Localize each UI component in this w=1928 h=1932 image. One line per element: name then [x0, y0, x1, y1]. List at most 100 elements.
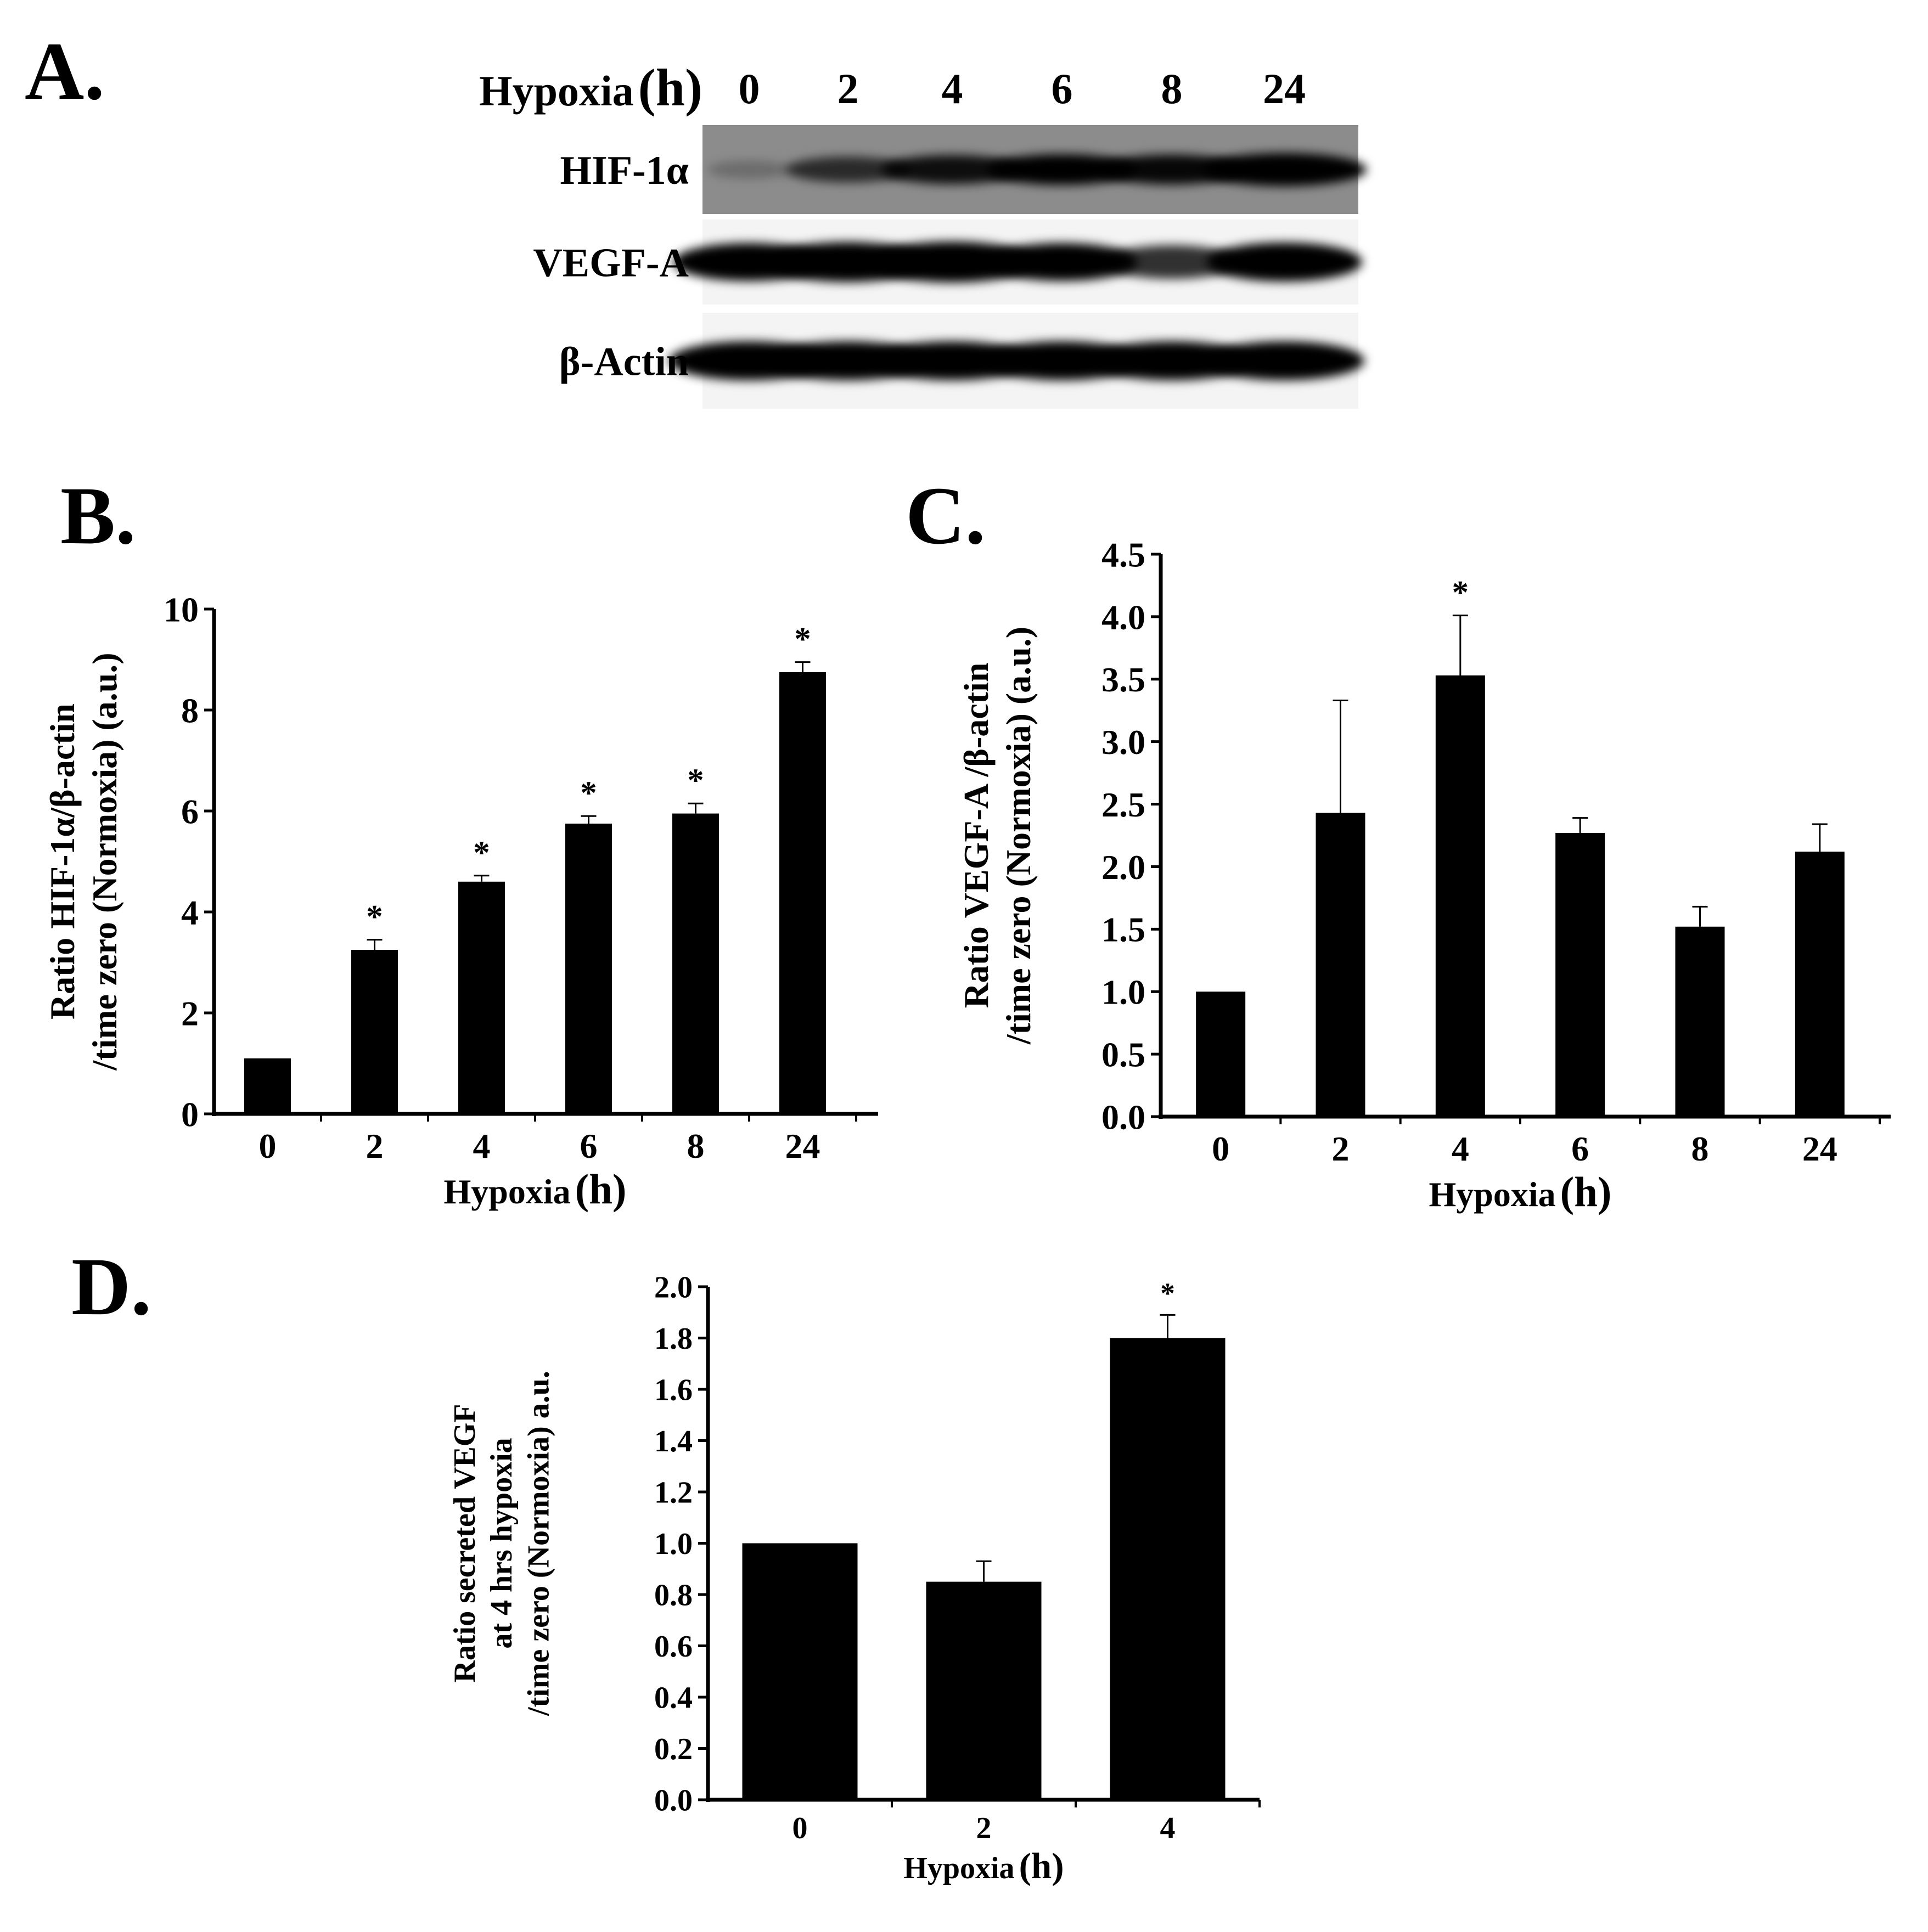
x-tick-label: 0 — [259, 1126, 277, 1165]
y-tick-label: 2.5 — [1101, 785, 1145, 824]
bar-4h — [1435, 675, 1485, 1117]
blot-band — [1105, 245, 1239, 279]
x-tick-label: 0 — [792, 1811, 808, 1845]
y-tick-label: 4 — [181, 893, 199, 932]
blot-band — [1098, 154, 1245, 185]
y-tick-label: 3.5 — [1101, 660, 1145, 699]
y-tick-label: 1.0 — [654, 1527, 693, 1561]
x-tick-label: 24 — [1802, 1129, 1837, 1168]
x-axis-title: Hypoxia (h) — [903, 1845, 1064, 1886]
y-axis-title-line: /time zero (Normoxia) (a.u.) — [85, 652, 124, 1071]
blot-timepoint-label: 8 — [1161, 65, 1183, 112]
significance-star: * — [1452, 574, 1469, 611]
x-tick-label: 2 — [366, 1126, 384, 1165]
y-tick-label: 10 — [164, 590, 199, 629]
bar-4h — [458, 881, 505, 1114]
x-tick-label: 8 — [1691, 1129, 1709, 1168]
y-tick-label: 1.8 — [654, 1322, 693, 1356]
x-axis-title-unit: (h) — [1019, 1845, 1064, 1886]
blot-band — [1206, 242, 1362, 282]
y-tick-label: 0.4 — [654, 1681, 693, 1715]
y-tick-label: 2 — [181, 994, 199, 1033]
x-tick-label: 24 — [785, 1126, 820, 1165]
bar-24h — [1795, 852, 1845, 1117]
x-tick-label: 4 — [1160, 1811, 1176, 1845]
blot-timepoint-label: 0 — [739, 65, 760, 112]
y-tick-label: 6 — [181, 792, 199, 831]
bar-24h — [779, 672, 826, 1114]
x-tick-label: 2 — [976, 1811, 992, 1845]
y-axis-title-line: at 4 hrs hypoxia — [485, 1438, 519, 1648]
bar-0h — [244, 1058, 291, 1114]
panel-d-label: D. — [71, 1241, 151, 1332]
y-tick-label: 3.0 — [1101, 723, 1145, 762]
y-tick-label: 2.0 — [1101, 848, 1145, 887]
bar-0h — [1196, 992, 1246, 1117]
bar-0h — [742, 1543, 858, 1800]
vegfa-ratio-chart: 0.0 0.5 1.0 1.5 2.0 2.5 3.0 3.5 4.0 4.5 0 2 * 4 6 8 24 Hy… — [957, 535, 1891, 1215]
blot-header-unit: (h) — [638, 58, 702, 117]
bar-6h — [565, 824, 612, 1114]
y-tick-label: 4.0 — [1101, 598, 1145, 637]
blot-header-text: Hypoxia — [479, 67, 634, 115]
x-axis-title-text: Hypoxia — [903, 1851, 1014, 1885]
blot-timepoint-label: 6 — [1052, 65, 1073, 112]
blot-row-label: β-Actin — [559, 340, 689, 385]
y-tick-label: 1.2 — [654, 1476, 693, 1510]
y-tick-label: 0.6 — [654, 1630, 693, 1664]
x-tick-label: 4 — [473, 1126, 491, 1165]
x-tick-label: 6 — [1571, 1129, 1589, 1168]
y-axis-title-line: Ratio VEGF-A /β-actin — [957, 663, 996, 1009]
bar-2h — [351, 950, 398, 1114]
blot-band — [707, 160, 791, 179]
y-tick-label: 1.4 — [654, 1424, 693, 1458]
x-axis-title-unit: (h) — [575, 1166, 627, 1213]
y-tick-label: 1.0 — [1101, 973, 1145, 1012]
significance-star: * — [794, 621, 811, 658]
blot-timepoint-label: 24 — [1263, 65, 1306, 112]
x-tick-label: 2 — [1332, 1129, 1350, 1168]
x-axis-title: Hypoxia (h) — [1429, 1169, 1611, 1215]
x-axis-title-unit: (h) — [1560, 1169, 1612, 1215]
blot-row-label: HIF-1α — [560, 148, 689, 193]
bar-8h — [672, 813, 719, 1114]
bar-4h — [1110, 1338, 1226, 1800]
y-tick-label: 0.0 — [1101, 1097, 1145, 1136]
bar-2h — [926, 1581, 1042, 1800]
panel-b-label: B. — [60, 470, 136, 561]
blot-timepoint-label: 4 — [942, 65, 963, 112]
blot-band — [870, 241, 1035, 283]
bar-6h — [1555, 832, 1605, 1117]
panel-c-label: C. — [906, 470, 986, 561]
y-axis-title-line: Ratio secreted VEGF — [448, 1404, 482, 1682]
y-tick-label: 1.5 — [1101, 910, 1145, 949]
bar-2h — [1316, 813, 1365, 1117]
x-tick-label: 8 — [687, 1126, 705, 1165]
bar-8h — [1675, 926, 1725, 1117]
x-axis-title: Hypoxia (h) — [443, 1166, 626, 1213]
x-tick-label: 0 — [1212, 1129, 1229, 1168]
blot-band — [1092, 341, 1252, 380]
blot-timepoint-label: 2 — [837, 65, 859, 112]
significance-star: * — [366, 899, 383, 936]
blot-band — [785, 156, 910, 183]
significance-star: * — [473, 835, 490, 871]
blot-band — [1204, 341, 1364, 380]
y-tick-label: 0.0 — [654, 1784, 693, 1818]
significance-star: * — [580, 775, 597, 812]
y-tick-label: 0.8 — [654, 1579, 693, 1613]
x-axis-title-text: Hypoxia — [443, 1172, 570, 1211]
x-axis-title-text: Hypoxia — [1429, 1175, 1555, 1214]
y-tick-label: 0.5 — [1101, 1035, 1145, 1074]
secreted-vegf-chart: 0.0 0.2 0.4 0.6 0.8 1.0 1.2 1.4 1.6 1.8 2.0 0 2 * 4 Hyp… — [448, 1271, 1261, 1886]
x-tick-label: 4 — [1452, 1129, 1469, 1168]
blot-header-label: Hypoxia(h) — [479, 58, 702, 117]
y-tick-label: 4.5 — [1101, 535, 1145, 574]
panel-a-label: A. — [25, 26, 105, 117]
blot-band — [986, 243, 1138, 281]
y-tick-label: 1.6 — [654, 1373, 693, 1407]
blot-row-label: VEGF-A — [533, 241, 689, 286]
x-tick-label: 6 — [580, 1126, 598, 1165]
